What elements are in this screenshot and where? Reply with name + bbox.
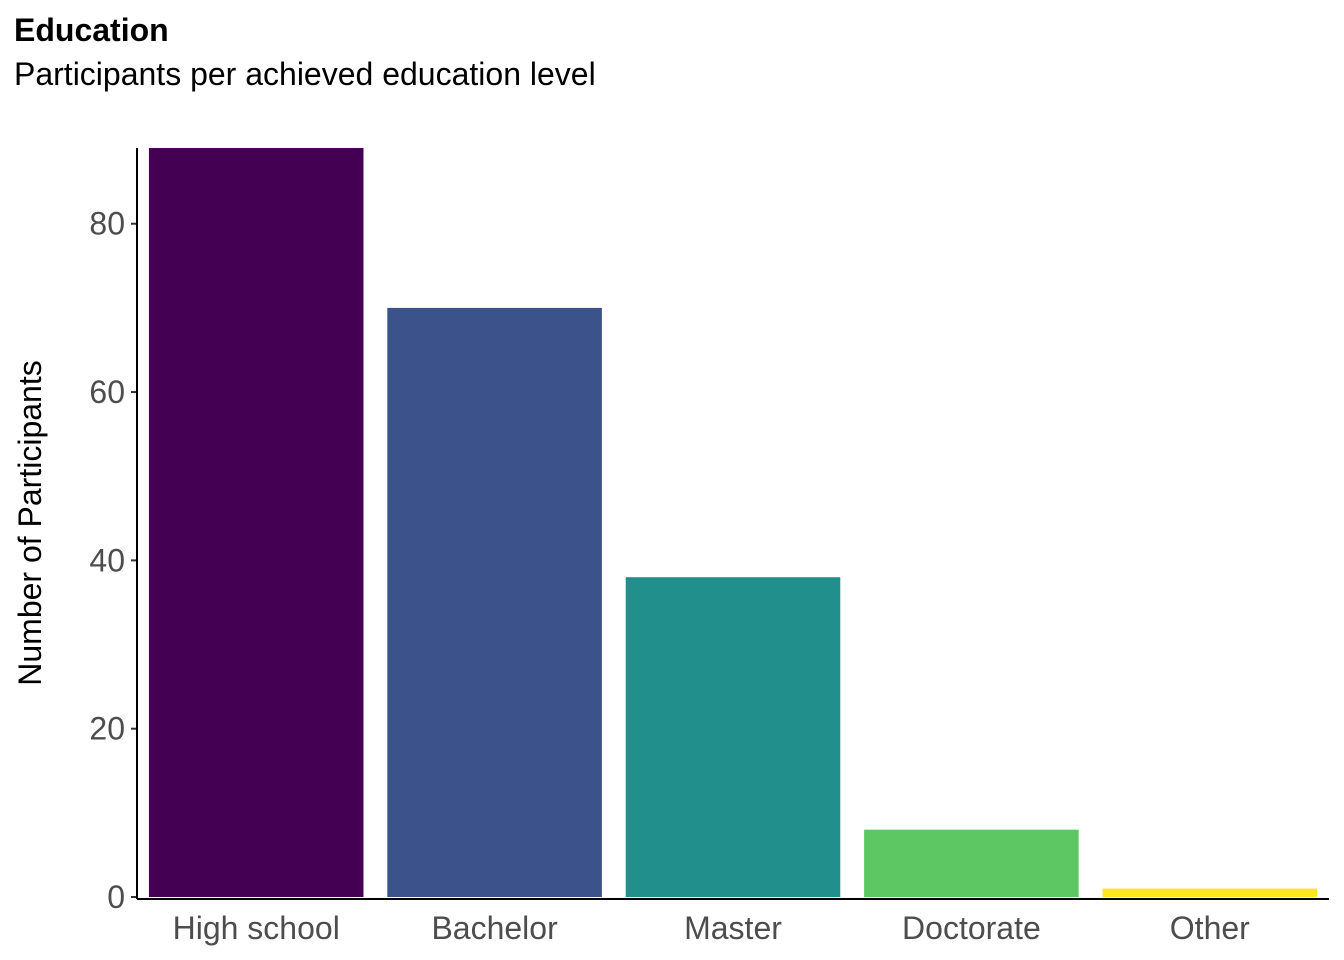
y-ticks-group: 0 20 40 60 80 xyxy=(89,206,137,915)
x-tick-label: Other xyxy=(1170,910,1250,946)
x-tick-label: Doctorate xyxy=(902,910,1041,946)
bars-group xyxy=(148,148,1318,897)
y-tick-label: 0 xyxy=(107,879,125,915)
x-tick-label: High school xyxy=(173,910,340,946)
bar-high-school xyxy=(148,148,364,897)
y-tick-label: 20 xyxy=(89,711,125,747)
y-tick-label: 60 xyxy=(89,374,125,410)
bar-other xyxy=(1102,888,1318,897)
chart-title: Education xyxy=(14,12,169,48)
y-tick-label: 80 xyxy=(89,206,125,242)
y-axis-title: Number of Participants xyxy=(12,360,48,685)
bar-bachelor xyxy=(387,307,602,897)
bar-master xyxy=(625,577,841,897)
x-tick-label: Master xyxy=(684,910,782,946)
bar-doctorate xyxy=(864,829,1079,897)
chart-subtitle: Participants per achieved education leve… xyxy=(14,56,596,92)
y-tick-label: 40 xyxy=(89,542,125,578)
x-ticks-group: High school Bachelor Master Doctorate Other xyxy=(173,910,1251,946)
x-tick-label: Bachelor xyxy=(431,910,558,946)
